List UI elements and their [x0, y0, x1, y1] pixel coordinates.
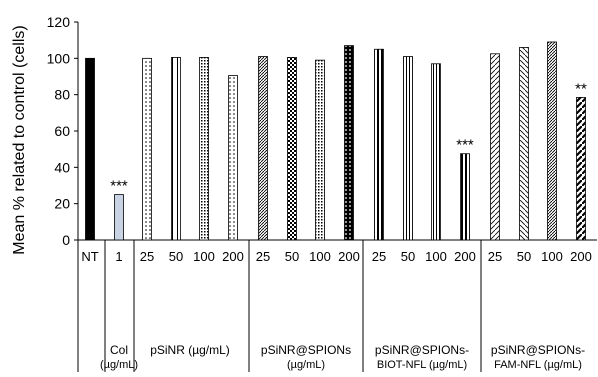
bar-5: [228, 75, 238, 241]
bar-10: [374, 48, 384, 241]
y-axis-title: Mean % related to control (cells): [11, 25, 28, 254]
significance-label: ***: [456, 137, 474, 154]
x-tick-label: 25: [140, 249, 154, 264]
group-label: (µg/mL): [287, 359, 325, 371]
x-tick-label: 50: [517, 249, 531, 264]
group-label: pSiNR (µg/mL): [150, 343, 230, 357]
bar-0: [85, 57, 95, 241]
x-tick-label: 50: [169, 249, 183, 264]
bar-13: [460, 153, 470, 241]
group-label: (µg/mL): [100, 359, 138, 371]
x-tick-label: 200: [338, 249, 360, 264]
x-tick-label: NT: [81, 249, 98, 264]
group-label: pSiNR@SPIONs-: [375, 343, 469, 357]
bar-14: [490, 53, 500, 241]
x-tick-label: 100: [193, 249, 215, 264]
bar-16: [547, 41, 557, 241]
x-tick-label: 200: [222, 249, 244, 264]
y-tick-label: 80: [54, 87, 70, 103]
x-tick-label: 25: [256, 249, 270, 264]
group-label: pSiNR@SPIONs-: [491, 343, 585, 357]
y-tick-label: 40: [54, 159, 70, 175]
bar-17: [576, 96, 586, 241]
x-tick-label: 25: [488, 249, 502, 264]
bar-1: [114, 194, 124, 241]
x-tick-label: 100: [541, 249, 563, 264]
bar-15: [519, 47, 529, 241]
x-tick-label: 25: [372, 249, 386, 264]
y-tick-label: 0: [62, 232, 70, 248]
y-axis: 0 20 40 60 80 100 120: [47, 14, 597, 248]
bar-3: [171, 57, 181, 241]
y-tick-label: 20: [54, 196, 70, 212]
bar-8: [315, 59, 325, 241]
x-tick-labels: NT 1 25 50 100 200 25 50 100 200 25 50 100 200 25 50 100…: [81, 249, 592, 264]
significance-label: **: [575, 80, 587, 97]
group-label: pSiNR@SPIONs: [261, 343, 351, 357]
y-tick-label: 120: [47, 14, 71, 30]
bar-9: [344, 45, 354, 241]
bar-12: [431, 63, 441, 241]
y-tick-label: 100: [47, 50, 71, 66]
significance-label: ***: [110, 178, 128, 195]
group-label: Col: [110, 343, 128, 357]
x-tick-label: 50: [401, 249, 415, 264]
bar-4: [199, 57, 209, 241]
y-tick-label: 60: [54, 123, 70, 139]
x-tick-label: 200: [570, 249, 592, 264]
bar-6: [258, 56, 268, 241]
bar-7: [287, 57, 297, 241]
x-tick-label: 1: [115, 249, 122, 264]
group-labels: Col (µg/mL) pSiNR (µg/mL) pSiNR@SPIONs (µg/m…: [77, 240, 585, 372]
group-label: FAM-NFL (µg/mL): [494, 359, 582, 371]
group-label: BIOT-NFL (µg/mL): [377, 359, 467, 371]
bar-series: [85, 41, 586, 241]
x-tick-label: 100: [309, 249, 331, 264]
x-tick-label: 200: [454, 249, 476, 264]
x-tick-label: 50: [285, 249, 299, 264]
significance-annotations: ********: [110, 80, 587, 194]
bar-11: [403, 56, 413, 241]
x-tick-label: 100: [425, 249, 447, 264]
bar-2: [142, 57, 152, 241]
